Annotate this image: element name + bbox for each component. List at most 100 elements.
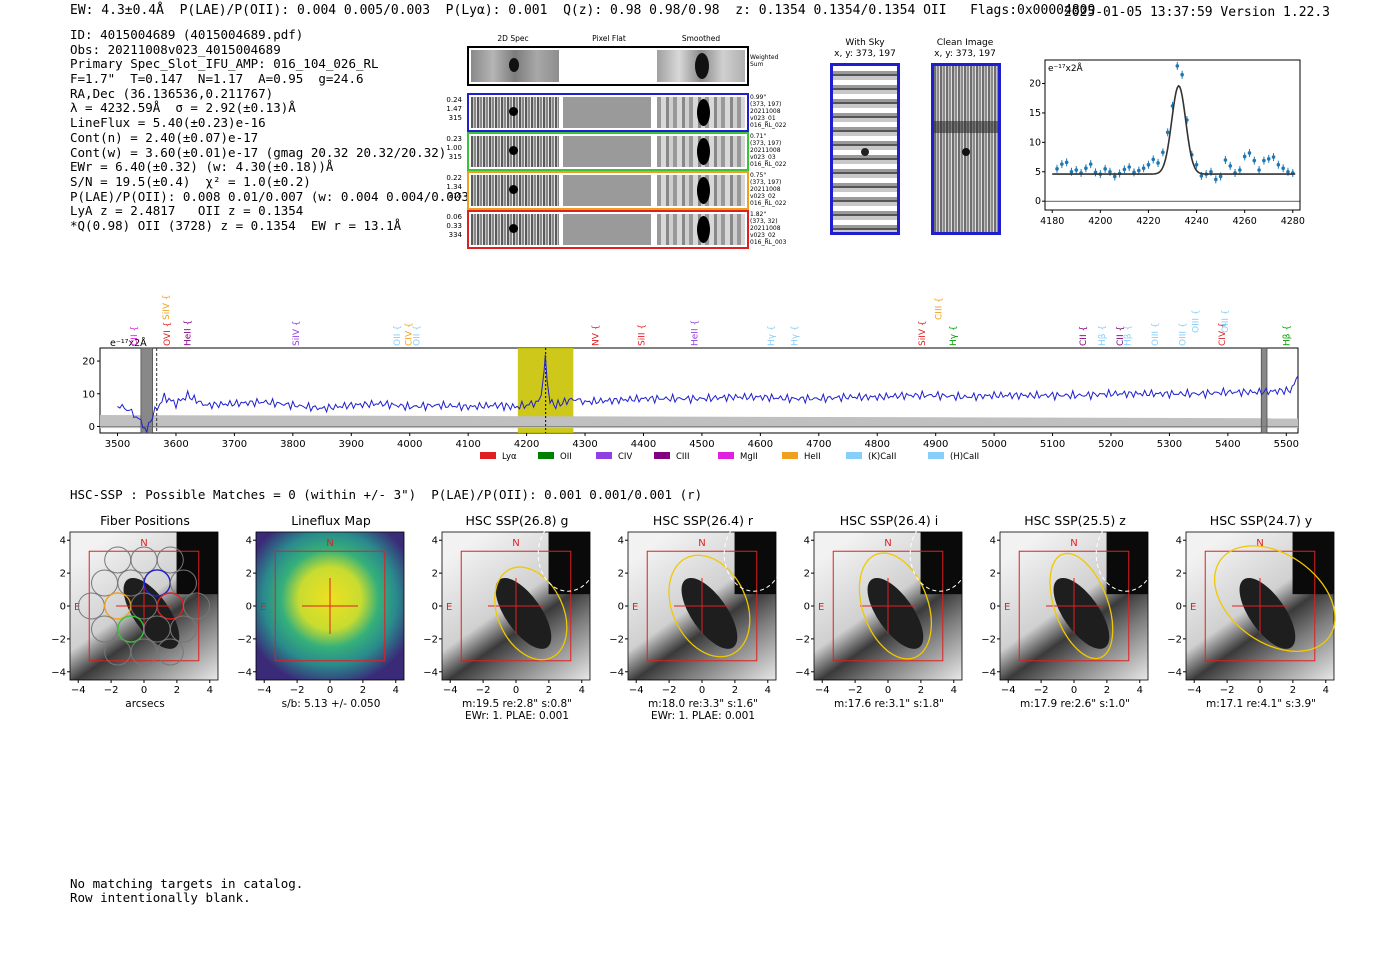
hsc-panel-caption: m:17.1 re:4.1" s:3.9": [1176, 698, 1346, 710]
spec-x-tick-label: 4700: [806, 439, 831, 450]
spec-line-label: CII {: [1116, 326, 1126, 346]
fit-data-point: [1180, 72, 1184, 77]
fit-x-tick-label: 4260: [1233, 216, 1257, 227]
hsc-x-tick-label: −4: [629, 685, 644, 696]
fiber-circle: [183, 592, 211, 620]
fit-data-point: [1156, 161, 1160, 165]
cutout-row-frame: [467, 93, 749, 132]
spec-line-label: Hγ {: [767, 325, 777, 346]
fit-data-point: [1108, 169, 1112, 174]
spec-line-label-text: CIV {: [405, 322, 415, 346]
weighted-sum-cutout: [467, 46, 749, 86]
fit-data-point: [1141, 166, 1146, 171]
hsc-y-tick-label: 2: [246, 569, 252, 580]
fit-data-point: [1262, 158, 1266, 163]
cutout-stat: 315: [448, 192, 462, 200]
hsc-x-tick-label: 0: [1257, 685, 1263, 696]
cutout-stat: 315: [448, 153, 462, 161]
galaxy-source: [867, 577, 924, 649]
spec-legend-swatch: [538, 452, 554, 459]
info-line: RA,Dec (36.136536,0.211767): [70, 85, 274, 101]
fit-x-tick-label: 4200: [1088, 216, 1112, 227]
compass-north-label: N: [140, 538, 147, 549]
spec-legend-swatch: [928, 452, 944, 459]
hsc-x-tick-label: 2: [1290, 685, 1296, 696]
hsc-x-tick-label: 0: [699, 685, 705, 696]
spec-line-label-text: SiIV {: [292, 320, 302, 346]
cutout-detail: 016_RL_003: [750, 239, 787, 246]
hsc-y-tick-label: 4: [618, 536, 624, 547]
compass-east-label: E: [1190, 602, 1196, 613]
hsc-y-tick-label: 2: [1176, 569, 1182, 580]
hsc-y-tick-label: −4: [610, 667, 624, 678]
spec-line-label-text: OIII {: [1151, 322, 1161, 346]
spec-x-tick-label: 4600: [748, 439, 773, 450]
fit-unit-label: e⁻¹⁷x2Å: [1048, 62, 1084, 74]
spec-noise-band: [100, 415, 1298, 429]
clean-image-coords: x, y: 373, 197: [934, 49, 996, 59]
fit-x-tick-label: 4180: [1040, 216, 1064, 227]
spec-line-label-text: Hβ {: [1098, 325, 1108, 346]
clean-image-title: Clean Image: [936, 38, 994, 48]
cutout-detail: 016_RL_022: [750, 122, 787, 129]
detection-info: ID: 4015004689 (4015004689.pdf) Obs: 2021…: [70, 27, 477, 234]
hsc-panel-title: HSC SSP(25.5) z: [1024, 513, 1126, 528]
spec-legend-label: OII: [560, 452, 572, 462]
spec-line-label-text: CIII {: [935, 297, 945, 320]
hsc-x-tick-label: −4: [1001, 685, 1016, 696]
hsc-caption-line: m:18.0 re:3.3" s:1.6": [648, 698, 758, 710]
hsc-summary: HSC-SSP : Possible Matches = 0 (within +…: [70, 487, 703, 502]
fit-data-point: [1242, 154, 1247, 159]
fit-data-point: [1214, 177, 1218, 182]
fit-x-tick-label: 4240: [1184, 216, 1208, 227]
compass-north-label: N: [1256, 538, 1263, 549]
hsc-y-tick-label: 2: [990, 569, 996, 580]
hsc-panel-title: HSC SSP(26.8) g: [465, 513, 569, 528]
spec-legend-label: HeII: [804, 452, 821, 462]
cutout-row-stats: 0.24 1.47 315: [440, 96, 462, 123]
info-line: P(LAE)/P(OII): 0.008 0.01/0.007 (w: 0.00…: [70, 188, 477, 204]
footer-line: Row intentionally blank.: [70, 890, 251, 905]
spec-x-tick-label: 5100: [1040, 439, 1065, 450]
galaxy-source: [495, 577, 552, 649]
compass-east-label: E: [446, 602, 452, 613]
hsc-x-tick-label: −2: [476, 685, 491, 696]
spec-line-label: NV {: [592, 325, 602, 346]
compass-north-label: N: [512, 538, 519, 549]
spec-line-label: CIV {: [1218, 322, 1228, 346]
hsc-x-tick-label: −2: [1034, 685, 1049, 696]
fit-data-point: [1218, 174, 1223, 179]
hsc-panel-title: HSC SSP(26.4) r: [652, 513, 754, 528]
cutout-detail: (373, 197): [750, 140, 782, 147]
spec-line-label-text: CII {: [130, 326, 140, 346]
spec-line-label: OII {: [413, 325, 423, 346]
spec-line-label: CII {: [130, 326, 140, 346]
compass-east-label: E: [818, 602, 824, 613]
spec-x-tick-label: 4100: [455, 439, 480, 450]
hsc-x-tick-label: −2: [662, 685, 677, 696]
hsc-x-tick-label: 4: [393, 685, 399, 696]
spec-line-label: Hγ {: [949, 325, 959, 346]
spec-x-tick-label: 4500: [689, 439, 714, 450]
spec-x-tick-label: 5400: [1215, 439, 1240, 450]
weighted-sum-label: Weighted Sum: [750, 54, 779, 68]
hsc-y-tick-label: −2: [238, 634, 252, 645]
spec-legend-label: (K)CaII: [868, 452, 896, 462]
info-line: F=1.7" T=0.147 N=1.17 A=0.95 g=24.6: [70, 71, 364, 87]
hsc-y-tick-label: 2: [432, 569, 438, 580]
aperture-box: [88, 550, 200, 662]
spec-line-label: OII {: [393, 325, 403, 346]
hsc-panel-caption: m:19.5 re:2.8" s:0.8" EWr: 1. PLAE: 0.001: [432, 698, 602, 722]
full-spectrum-chart: e⁻¹⁷x2Å 0 10 20 3500 3600 3700 3800 3900 4000 4100…: [82, 294, 1299, 462]
spec-line-label-text: OII {: [393, 325, 403, 346]
hsc-x-tick-label: 2: [174, 685, 180, 696]
hsc-x-tick-label: 4: [1137, 685, 1143, 696]
cutout-row-frame: [467, 210, 749, 249]
hsc-caption-line: m:17.9 re:2.6" s:1.0": [1020, 698, 1130, 710]
cutout-stat: 315: [448, 114, 462, 122]
hsc-panel-title: Fiber Positions: [100, 513, 190, 528]
spec-legend-swatch: [782, 452, 798, 459]
spec-legend-label: Lyα: [502, 452, 517, 462]
fiber-circle: [169, 569, 197, 597]
fit-data-point: [1146, 162, 1151, 167]
